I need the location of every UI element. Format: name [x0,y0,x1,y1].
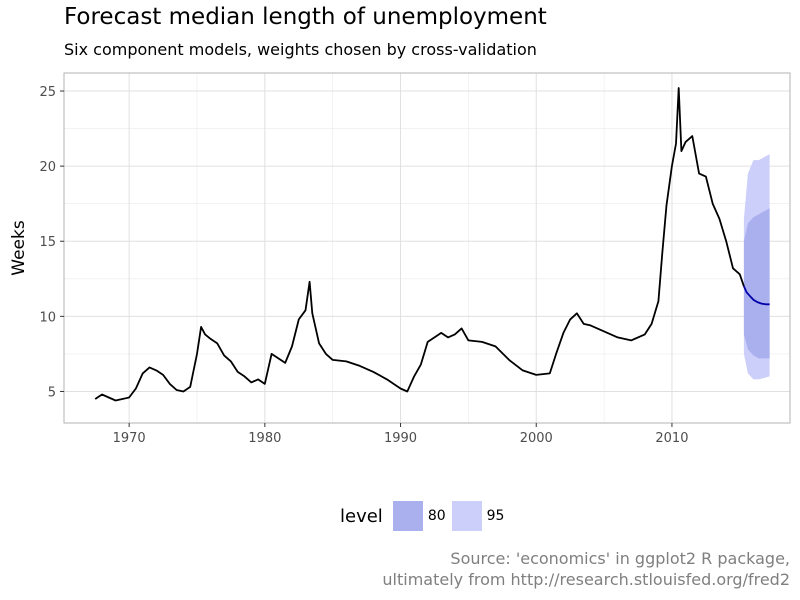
y-axis-title: Weeks [9,220,29,276]
legend-label-95: 95 [486,508,505,524]
caption-line-1: Source: 'economics' in ggplot2 R package… [450,549,790,568]
x-tick-label-1980: 1980 [248,431,281,446]
legend-item-80: 80 [392,501,446,531]
x-tick-label-1970: 1970 [113,431,146,446]
y-tick-label-15: 15 [39,235,56,250]
x-tick-label-1990: 1990 [384,431,417,446]
panel-border [63,72,791,424]
interval-band-80 [743,208,770,359]
caption-line-2: ultimately from http://research.stlouisf… [382,570,790,589]
y-tick-label-20: 20 [39,160,56,175]
legend: level 80 95 [340,500,510,532]
y-tick-label-5: 5 [48,385,56,400]
chart-subtitle: Six component models, weights chosen by … [64,40,537,59]
series-lines [94,87,770,402]
history-line [94,87,745,402]
legend-label-80: 80 [427,508,446,524]
forecast-intervals [743,154,770,380]
legend-item-95: 95 [451,501,505,531]
forecast-line [743,285,770,306]
y-tick-label-25: 25 [39,85,56,100]
chart-title: Forecast median length of unemployment [64,4,547,30]
y-tick-label-10: 10 [39,310,56,325]
x-tick-label-2010: 2010 [655,431,688,446]
axis-ticks: 1970 1980 1990 2000 2010 5 10 15 20 25 [39,85,688,446]
legend-title: level [340,505,383,527]
legend-swatch-80 [392,501,423,531]
x-tick-label-2000: 2000 [520,431,553,446]
caption: Source: 'economics' in ggplot2 R package… [382,548,790,590]
legend-swatch-95 [451,501,482,531]
gridlines [64,73,790,423]
